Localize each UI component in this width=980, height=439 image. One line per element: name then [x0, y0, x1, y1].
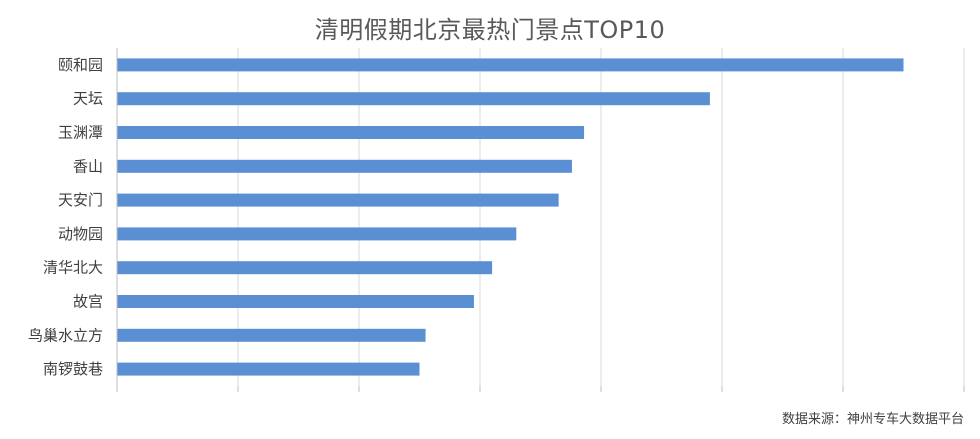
x-axis — [116, 48, 965, 392]
bar — [117, 362, 420, 376]
category-label: 动物园 — [58, 225, 103, 243]
bar — [117, 261, 493, 275]
category-label: 鸟巢水立方 — [28, 326, 103, 344]
source-note: 数据来源：神州专车大数据平台 — [781, 412, 964, 427]
bars — [117, 58, 904, 376]
bar — [117, 193, 559, 207]
category-label: 清华北大 — [43, 259, 103, 277]
bar — [117, 295, 474, 308]
category-label: 香山 — [73, 157, 103, 175]
bar — [117, 328, 426, 342]
category-label: 天安门 — [58, 191, 103, 209]
category-label: 颐和园 — [58, 56, 103, 74]
bar — [117, 227, 517, 241]
category-label: 玉渊潭 — [58, 124, 103, 142]
bar — [117, 159, 572, 173]
bar — [117, 126, 585, 139]
chart-title: 清明假期北京最热门景点TOP10 — [314, 16, 666, 44]
category-label: 故宫 — [73, 293, 103, 311]
bar — [117, 92, 710, 106]
category-label: 天坛 — [73, 90, 103, 108]
category-label: 南锣鼓巷 — [43, 360, 103, 378]
bar — [117, 58, 904, 72]
